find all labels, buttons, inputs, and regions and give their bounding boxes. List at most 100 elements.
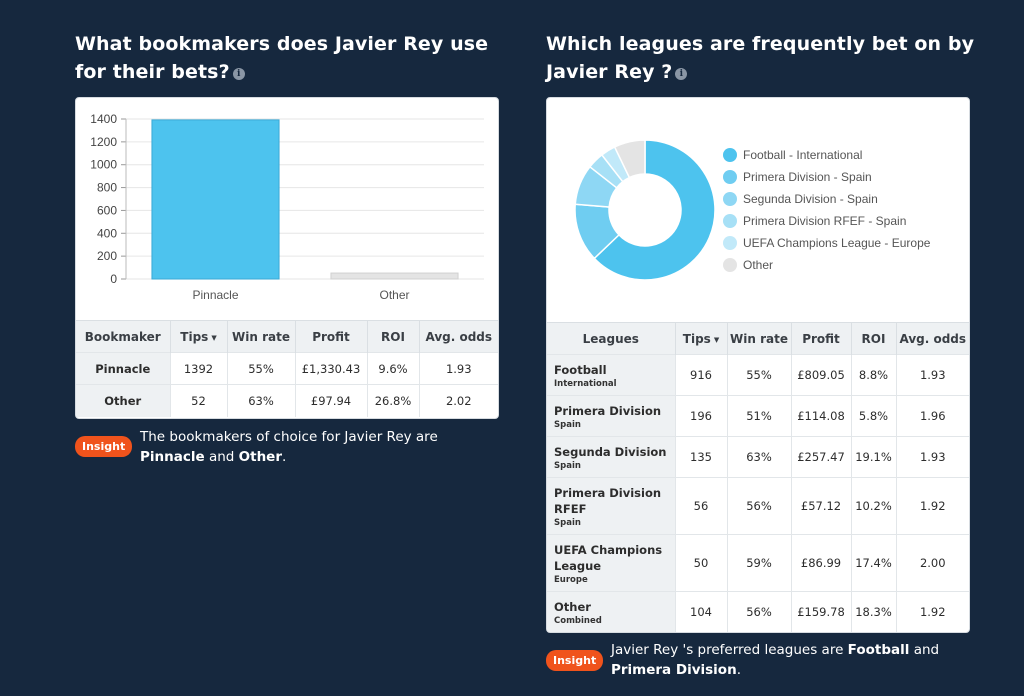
leagues-table: Leagues Tips ▼ Win rate Profit ROI Avg. o… [547, 322, 969, 632]
win-rate-cell: 59% [727, 534, 792, 592]
profit-cell: £114.08 [791, 395, 852, 437]
col-header-leagues[interactable]: Leagues [547, 322, 676, 355]
legend-dot-icon [723, 148, 737, 162]
col-header-profit[interactable]: Profit [791, 322, 852, 355]
roi-cell: 8.8% [851, 354, 897, 396]
avg-odds-cell: 1.92 [896, 591, 969, 632]
col-header-tips[interactable]: Tips ▼ [675, 322, 728, 355]
table-row: Other Combined 104 56% £159.78 18.3% 1.92 [547, 591, 969, 632]
y-tick-label: 600 [97, 203, 117, 217]
league-region: Spain [554, 517, 581, 528]
league-name: Segunda Division [554, 444, 667, 459]
legend-item[interactable]: Primera Division RFEF - Spain [723, 213, 906, 229]
bar[interactable] [151, 119, 280, 280]
donut-slice[interactable] [613, 139, 646, 179]
col-header-win-rate[interactable]: Win rate [727, 322, 792, 355]
col-header-roi[interactable]: ROI [851, 322, 897, 355]
legend-label: Football - International [743, 148, 863, 162]
insight-bold-2: Primera Division [611, 662, 737, 678]
info-icon[interactable]: i [232, 68, 245, 80]
leagues-heading-line2: Javier Rey ? [546, 61, 673, 83]
league-region: Combined [554, 615, 602, 626]
legend-item[interactable]: UEFA Champions League - Europe [723, 235, 930, 251]
col-header-profit[interactable]: Profit [295, 320, 368, 353]
info-icon[interactable]: i [675, 68, 688, 80]
avg-odds-cell: 1.93 [896, 436, 969, 478]
col-header-avg-odds[interactable]: Avg. odds [419, 320, 498, 353]
legend-item[interactable]: Football - International [723, 147, 862, 163]
league-name: Other [554, 599, 591, 614]
win-rate-cell: 63% [727, 436, 792, 478]
col-header-tips-label: Tips [682, 331, 711, 346]
insight-and: and [208, 449, 235, 465]
tips-cell: 50 [675, 534, 728, 592]
y-tick-label: 400 [97, 226, 117, 240]
league-region: Spain [554, 419, 581, 430]
avg-odds-cell: 2.00 [896, 534, 969, 592]
profit-cell: £159.78 [791, 591, 852, 632]
table-row: Primera Division RFEF Spain 56 56% £57.12 10.… [547, 477, 969, 535]
profit-cell: £97.94 [295, 384, 368, 417]
insight-prefix: The bookmakers of choice for Javier Rey … [140, 429, 438, 445]
sort-desc-icon: ▼ [211, 333, 217, 342]
bookmaker-name: Pinnacle [76, 352, 171, 385]
bar[interactable] [330, 272, 459, 280]
profit-cell: £257.47 [791, 436, 852, 478]
y-tick-label: 1000 [90, 158, 117, 172]
legend-item[interactable]: Other [723, 257, 773, 273]
legend-item[interactable]: Segunda Division - Spain [723, 191, 878, 207]
legend-item[interactable]: Primera Division - Spain [723, 169, 872, 185]
leagues-card: Football - International Primera Division… [546, 97, 970, 633]
legend-dot-icon [723, 258, 737, 272]
col-header-win-rate[interactable]: Win rate [227, 320, 296, 353]
league-name-cell: Segunda Division Spain [547, 436, 676, 478]
y-tick-label: 200 [97, 249, 117, 263]
legend-label: Primera Division RFEF - Spain [743, 214, 907, 228]
tips-cell: 1392 [170, 352, 228, 385]
donut-slice[interactable] [593, 139, 716, 281]
insight-bold-1: Pinnacle [140, 449, 205, 465]
win-rate-cell: 55% [727, 354, 792, 396]
insight-badge: Insight [75, 436, 133, 457]
roi-cell: 9.6% [367, 352, 420, 385]
insight-end: . [736, 662, 741, 678]
league-name-cell: Football International [547, 354, 676, 396]
col-header-bookmaker[interactable]: Bookmaker [76, 320, 171, 353]
bookmakers-card: 0 200 400 600 800 1000 1200 1400 Pinnacle Other … [75, 97, 499, 419]
table-row: Other 52 63% £97.94 26.8% 2.02 [76, 384, 498, 417]
y-tick-label: 800 [97, 181, 117, 195]
avg-odds-cell: 1.92 [896, 477, 969, 535]
col-header-tips-label: Tips [180, 329, 209, 344]
insight-bold-1: Football [847, 642, 910, 658]
table-row: Primera Division Spain 196 51% £114.08 5.8% 1.… [547, 395, 969, 437]
col-header-roi[interactable]: ROI [367, 320, 420, 353]
roi-cell: 18.3% [851, 591, 897, 632]
col-header-tips[interactable]: Tips ▼ [170, 320, 228, 353]
bookmakers-table: Bookmaker Tips ▼ Win rate Profit ROI Avg.… [76, 320, 498, 417]
insight-prefix: Javier Rey 's preferred leagues are [611, 642, 844, 658]
tips-cell: 916 [675, 354, 728, 396]
profit-cell: £57.12 [791, 477, 852, 535]
win-rate-cell: 56% [727, 591, 792, 632]
roi-cell: 10.2% [851, 477, 897, 535]
profit-cell: £86.99 [791, 534, 852, 592]
leagues-donut-chart [574, 139, 716, 281]
league-name-cell: Primera Division Spain [547, 395, 676, 437]
legend-label: Primera Division - Spain [743, 170, 872, 184]
bookmakers-bar-chart: 0 200 400 600 800 1000 1200 1400 Pinnacle Other [90, 112, 484, 302]
col-header-avg-odds[interactable]: Avg. odds [896, 322, 969, 355]
league-name-cell: Other Combined [547, 591, 676, 632]
league-region: International [554, 378, 617, 389]
win-rate-cell: 63% [227, 384, 296, 417]
win-rate-cell: 56% [727, 477, 792, 535]
bookmakers-heading-line2: for their bets? [75, 61, 230, 83]
legend-dot-icon [723, 170, 737, 184]
x-category-label: Pinnacle [192, 288, 238, 302]
y-tick-label: 1400 [90, 112, 117, 126]
tips-cell: 196 [675, 395, 728, 437]
league-region: Europe [554, 574, 588, 585]
bookmakers-insight-text: The bookmakers of choice for Javier Rey … [140, 427, 490, 467]
win-rate-cell: 55% [227, 352, 296, 385]
profit-cell: £809.05 [791, 354, 852, 396]
roi-cell: 17.4% [851, 534, 897, 592]
